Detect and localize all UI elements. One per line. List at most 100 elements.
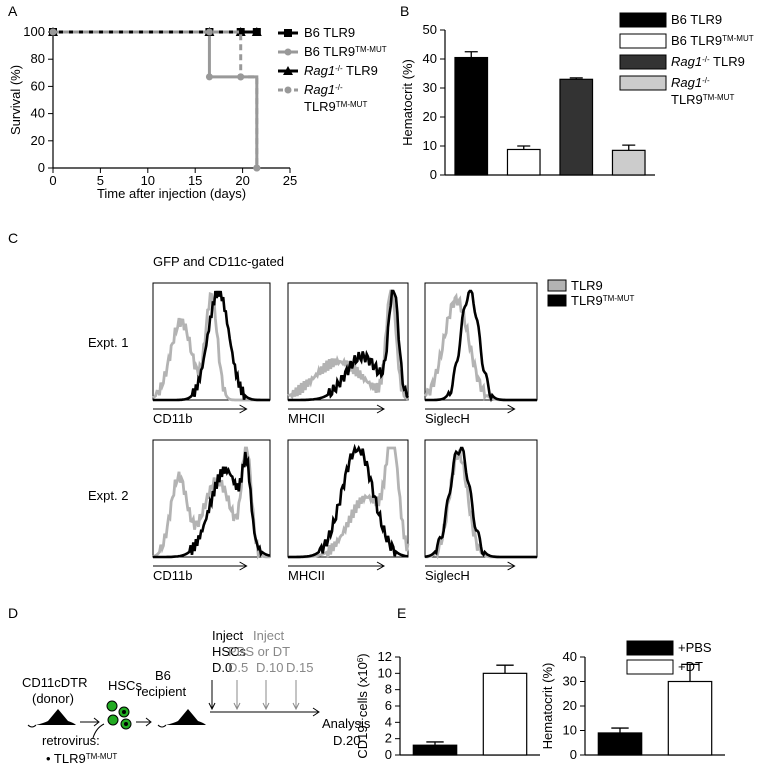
y-tick-label: 12 [378,649,392,664]
text-part: B6 TLR9 [671,33,722,48]
node-label: (donor) [32,691,74,706]
text-part: TLR9 [571,278,603,293]
marker-label: MHCII [288,411,325,426]
x-axis-label: Time after injection (days) [97,186,246,201]
text-part: TM-MUT [355,45,387,54]
legend-label: Rag1-/- TLR9 [304,63,378,78]
panel-label: B [400,3,409,19]
y-tick-label: 10 [563,723,577,738]
histogram [288,289,410,402]
node-label: HSCs [108,678,142,693]
arrow [80,717,100,727]
y-tick-label: 0 [570,747,577,762]
text-part: Rag1 [304,63,335,78]
bar [559,78,594,176]
text-part: TM-MUT [603,294,635,303]
marker-label: CD11b [153,411,193,426]
axis-arrow [425,404,516,414]
histogram-frame [424,439,538,558]
legend-label: B6 TLR9 [671,12,722,27]
y-tick-label: 20 [423,109,437,124]
text-part: ) [355,653,370,657]
histogram [424,446,537,559]
x-tick-label: 15 [188,173,202,188]
legend-label: +PBS [678,640,712,655]
diagram: CD11cDTR (donor) HSCs retrovirus: • TLR9… [22,628,371,766]
histogram [425,289,537,403]
marker-label: CD11b [153,568,193,583]
y-axis-label: Hematocrit (%) [540,663,555,750]
text-part: -/- [702,76,710,85]
legend-label: TLR9 [571,278,603,293]
x-tick-label: 25 [283,173,297,188]
axis-arrow [288,404,386,414]
x-tick-label: 10 [141,173,155,188]
legend-swatch [619,12,667,28]
flow-title: GFP and CD11c-gated [153,254,284,269]
cells [106,700,132,730]
node-label: retrovirus: [42,733,100,748]
legend-swatch [626,640,674,656]
mouse [36,709,76,725]
legend-label: B6 TLR9 [304,25,355,40]
node-label: • TLR9TM-MUT [46,751,117,766]
bar [611,149,646,176]
legend-swatch [619,54,667,70]
marker [205,73,213,81]
histogram-frame [152,439,271,558]
histogram [152,446,270,560]
step-label: D.15 [286,660,313,675]
arrow [92,723,105,739]
x-tick-label: 20 [235,173,249,188]
legend-swatch [626,659,674,675]
mouse-tail [27,724,37,728]
histogram-frame [152,282,271,401]
panel-label: C [8,230,18,246]
text-part: + [356,720,365,725]
x-tick-label: 5 [97,173,104,188]
series-line [53,30,259,168]
step-label: Analysis [322,716,371,731]
marker [284,29,292,37]
y-tick-label: 80 [31,51,45,66]
y-tick-label: 10 [423,138,437,153]
bar [412,744,458,756]
histogram-frame [287,439,409,558]
marker [235,27,246,36]
row-label: Expt. 1 [88,335,128,350]
legend-label: +DT [678,659,703,674]
row-label: Expt. 2 [88,488,128,503]
y-tick-label: 40 [423,51,437,66]
legend-swatch [619,33,667,49]
panel-label: A [8,3,18,19]
text-part: 6 [356,657,365,662]
y-tick-label: 30 [563,674,577,689]
series-line [53,30,259,168]
y-tick-label: 60 [31,78,45,93]
y-axis-label: CD19+ cells (x106) [355,653,370,758]
marker-label: SiglecH [425,568,470,583]
text-part: TLR9 [343,63,378,78]
text-part: TLR9 [710,54,745,69]
axis-arrow [153,404,248,414]
bar [597,732,643,756]
legend-swatch [547,294,567,307]
text-part: TM-MUT [722,34,754,43]
text-part: -/- [335,83,343,92]
x-tick-label: 0 [49,173,56,188]
text-part: B6 TLR9 [671,12,722,27]
legend-label: B6 TLR9TM-MUT [304,44,387,59]
histogram-frame [287,282,409,401]
step-label: Inject [253,628,284,643]
legend-label: TLR9TM-MUT [571,293,634,308]
node-label: CD11cDTR [22,675,88,690]
bar [667,680,713,756]
marker [284,48,292,56]
y-tick-label: 50 [423,22,437,37]
text-part: +PBS [678,640,712,655]
marker [205,28,213,36]
y-tick-label: 10 [378,665,392,680]
text-part: B6 TLR9 [304,25,355,40]
step-label: D.5 [228,660,248,675]
axis-arrow [153,561,248,571]
